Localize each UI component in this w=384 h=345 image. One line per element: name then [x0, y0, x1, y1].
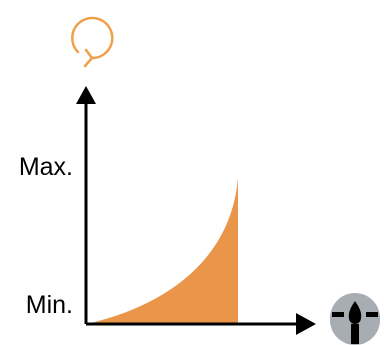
- refresh-loop-icon: [71, 16, 114, 68]
- axis-label-min: Min.: [25, 291, 73, 319]
- growth-area: [86, 178, 238, 324]
- axis-label-max: Max.: [18, 153, 73, 181]
- y-axis: [76, 86, 96, 324]
- x-axis: [86, 313, 316, 335]
- nozzle-drop-icon: [330, 293, 380, 345]
